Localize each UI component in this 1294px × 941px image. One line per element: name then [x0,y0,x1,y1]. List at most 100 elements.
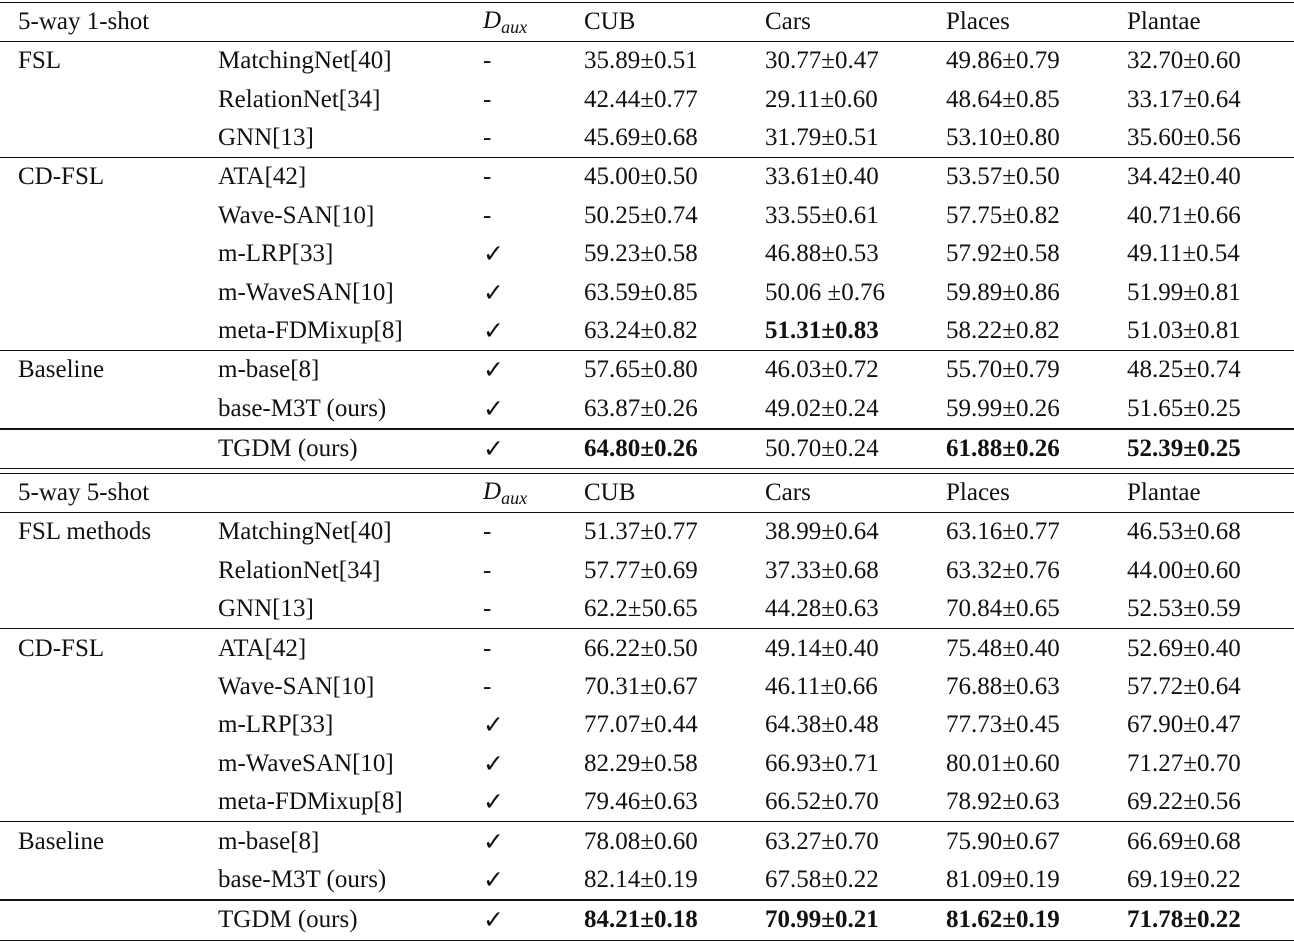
method-name: MatchingNet[40] [218,41,483,81]
column-header-cars: Cars [765,2,946,42]
group-label-empty [0,668,218,706]
column-header-cub: CUB [584,2,765,42]
group-label-empty [0,80,218,118]
table-row: Wave-SAN[10] - 70.31±0.67 46.11±0.66 76.88±0… [0,668,1294,706]
value-cell-cars: 63.27±0.70 [765,821,946,861]
value-cell-plantae: 35.60±0.56 [1127,123,1241,151]
checkmark-icon: ✓ [483,317,504,345]
value-cell-plantae: 51.99±0.81 [1127,278,1241,306]
value-cell-cub: 42.44±0.77 [584,85,698,113]
value-cell-places: 75.48±0.40 [946,628,1127,668]
method-header-empty [218,473,483,513]
value-cell-cub: 82.29±0.58 [584,749,698,777]
method-name: base-M3T (ours) [218,866,387,893]
value-cell-cub: 45.00±0.50 [584,157,765,197]
value-cell-places: 81.09±0.19 [946,866,1060,893]
value-cell-places: 55.70±0.79 [946,350,1127,390]
table-row: FSL methods MatchingNet[40] -51.37±0.77 38.… [0,512,1294,552]
value-cell-plantae: 48.25±0.74 [1127,350,1294,390]
value-cell-cub: 82.14±0.19 [584,866,698,893]
method-name: base-M3T (ours) [218,394,387,422]
method-name: Wave-SAN[10] [218,673,375,701]
value-cell-cub: 51.37±0.77 [584,512,765,552]
value-cell-plantae: 46.53±0.68 [1127,512,1294,552]
checkmark-icon: ✓ [483,899,584,941]
value-cell-cars: 30.77±0.47 [765,41,946,81]
group-label [0,427,218,470]
value-cell-plantae: 66.69±0.68 [1127,821,1294,861]
method-name: GNN[13] [218,123,314,151]
value-cell-plantae: 71.27±0.70 [1127,749,1241,777]
section-title: 5-way 5-shot [0,473,218,513]
method-name: TGDM (ours) [218,899,483,941]
value-cell-cars: 33.55±0.61 [765,201,879,229]
value-cell-places: 77.73±0.45 [946,711,1060,739]
value-cell-plantae: 52.53±0.59 [1127,595,1241,623]
value-cell-cub: 63.24±0.82 [584,316,698,344]
value-cell-cars: 49.14±0.40 [765,628,946,668]
value-cell-plantae: 71.78±0.22 [1127,899,1294,941]
value-cell-cub: 63.87±0.26 [584,394,698,422]
value-cell-cub: 45.69±0.68 [584,123,698,151]
checkmark-icon: ✓ [483,789,504,817]
group-label-empty [0,590,218,629]
method-name: TGDM (ours) [218,427,483,470]
table-row: m-LRP[33] ✓ 59.23±0.58 46.88±0.53 57.92±0.58… [0,235,1294,273]
table-row: Baseline m-base[8] ✓ 78.08±0.60 63.27±0.70 75… [0,821,1294,861]
checkmark-icon: ✓ [483,395,504,423]
table-row: CD-FSL ATA[42] -45.00±0.50 33.61±0.40 53.57±… [0,157,1294,197]
table-row: FSL MatchingNet[40] -35.89±0.51 30.77±0.47 4… [0,41,1294,81]
table-row: base-M3T (ours) ✓ 63.87±0.26 49.02±0.24 59.9… [0,390,1294,429]
value-cell-places: 59.99±0.26 [946,394,1060,422]
section-title: 5-way 1-shot [0,2,218,42]
value-cell-cub: 64.80±0.26 [584,427,765,470]
daux-dash: - [483,157,584,197]
value-cell-cars: 33.61±0.40 [765,157,946,197]
value-cell-places: 80.01±0.60 [946,749,1060,777]
method-name: RelationNet[34] [218,556,381,584]
table-row: base-M3T (ours) ✓ 82.14±0.19 67.58±0.22 81.0… [0,861,1294,900]
group-label: CD-FSL [0,628,218,668]
group-label [0,899,218,941]
value-cell-cub: 35.89±0.51 [584,41,765,81]
table-row: TGDM (ours) ✓ 84.21±0.18 70.99±0.21 81.62±0.… [0,899,1294,941]
daux-dash: - [483,628,584,668]
value-cell-cars: 49.02±0.24 [765,394,879,422]
group-label-empty [0,273,218,311]
method-name: m-WaveSAN[10] [218,278,394,306]
checkmark-icon: ✓ [483,821,584,861]
daux-dash: - [483,512,584,552]
results-table-2: 5-way 5-shot Daux CUB Cars Places Plantae FSL … [0,473,1294,941]
group-label-empty [0,745,218,783]
value-cell-places: 75.90±0.67 [946,821,1127,861]
header-row: 5-way 5-shot Daux CUB Cars Places Plantae [0,473,1294,513]
method-name: m-LRP[33] [218,240,334,268]
value-cell-cub: 62.2±50.65 [584,595,698,623]
method-name: m-WaveSAN[10] [218,749,394,777]
checkmark-icon: ✓ [483,350,584,390]
value-cell-cars: 66.93±0.71 [765,749,879,777]
value-cell-cub: 63.59±0.85 [584,278,698,306]
value-cell-places: 61.88±0.26 [946,427,1127,470]
checkmark-icon: ✓ [483,712,504,740]
checkmark-icon: ✓ [483,750,504,778]
value-cell-cars: 66.52±0.70 [765,788,879,816]
group-label-empty [0,783,218,822]
value-cell-cars: 44.28±0.63 [765,595,879,623]
method-name: m-base[8] [218,821,483,861]
group-label-empty [0,552,218,590]
value-cell-cub: 84.21±0.18 [584,899,765,941]
group-label-empty [0,119,218,158]
value-cell-cars: 67.58±0.22 [765,866,879,893]
value-cell-plantae: 49.11±0.54 [1127,240,1240,268]
value-cell-cub: 50.25±0.74 [584,201,698,229]
value-cell-cub: 59.23±0.58 [584,240,698,268]
value-cell-cars: 46.03±0.72 [765,350,946,390]
value-cell-cub: 70.31±0.67 [584,673,698,701]
method-name: RelationNet[34] [218,85,381,113]
value-cell-cars: 31.79±0.51 [765,123,879,151]
daux-dash: - [483,556,492,584]
table-row: meta-FDMixup[8] ✓ 63.24±0.82 51.31±0.83 58.2… [0,312,1294,351]
value-cell-cars: 51.31±0.83 [765,316,879,344]
